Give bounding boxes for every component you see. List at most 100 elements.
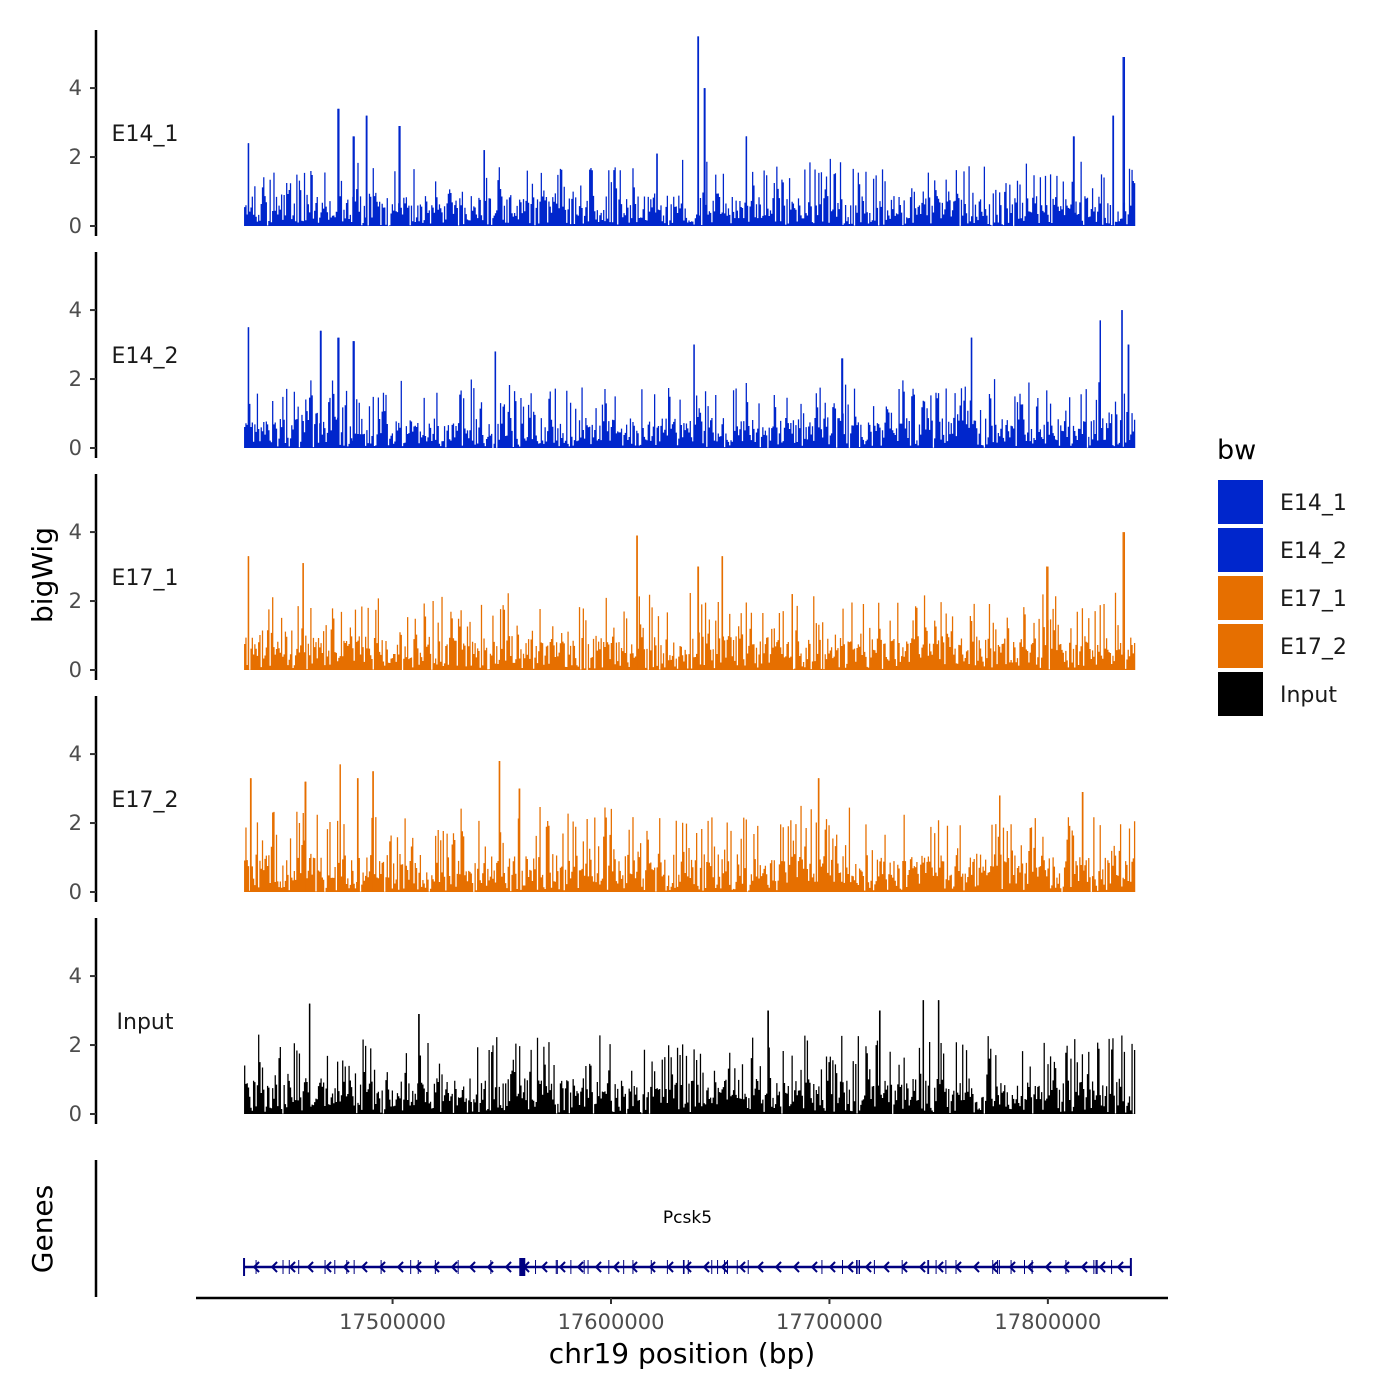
y-tick-label: 0: [69, 1102, 82, 1126]
y-tick-label: 4: [69, 520, 82, 544]
legend-swatch: [1218, 576, 1263, 620]
y-tick-label: 0: [69, 880, 82, 904]
y-tick-label: 2: [69, 589, 82, 613]
strand-arrow: [864, 1261, 872, 1273]
strand-arrow: [270, 1261, 278, 1273]
strand-arrow: [396, 1261, 404, 1273]
track-label: E17_2: [112, 788, 179, 813]
gene-Pcsk5: Pcsk5: [243, 1208, 1132, 1276]
track-label: E17_1: [112, 566, 179, 591]
strand-arrow: [594, 1261, 602, 1273]
strand-arrow: [882, 1261, 890, 1273]
signal-area-E14_1: [244, 36, 1136, 227]
gene-label: Pcsk5: [663, 1208, 712, 1228]
strand-arrow: [648, 1261, 656, 1273]
strand-arrow: [828, 1261, 836, 1273]
y-tick-label: 4: [69, 742, 82, 766]
tracks-layer: 0 2 4 E14_1 0 2 4 E14_2 0 2 4 E17_1 0 2 4 E17_2 0 2 4 Input: [69, 30, 1136, 1126]
strand-arrow: [540, 1261, 548, 1273]
signal-area-E17_2: [244, 760, 1136, 892]
track-label: Input: [117, 1010, 174, 1035]
strand-arrow: [432, 1261, 440, 1273]
track-E14_1: 0 2 4 E14_1: [69, 30, 1136, 238]
y-tick-label: 0: [69, 658, 82, 682]
strand-arrow: [378, 1261, 386, 1273]
strand-arrow: [1116, 1261, 1124, 1273]
legend-swatch: [1218, 624, 1263, 668]
signal-area-E17_1: [244, 532, 1136, 670]
y-tick-label: 0: [69, 214, 82, 238]
strand-arrow: [360, 1261, 368, 1273]
strand-arrow: [1080, 1261, 1088, 1273]
strand-arrow: [756, 1261, 764, 1273]
genes-track: Genes Pcsk5: [26, 1160, 1132, 1297]
y-tick-label: 2: [69, 811, 82, 835]
strand-arrow: [666, 1261, 674, 1273]
track-label: E14_1: [112, 122, 179, 147]
strand-arrow: [342, 1261, 350, 1273]
x-tick-label: 17700000: [776, 1310, 883, 1334]
signal-area-E14_2: [244, 310, 1136, 448]
x-axis: 17500000 17600000 17700000 17800000: [196, 1296, 1168, 1334]
strand-arrow: [936, 1261, 944, 1273]
legend-item-Input: Input: [1218, 672, 1337, 716]
strand-arrow: [1062, 1261, 1070, 1273]
exon-block: [519, 1258, 526, 1276]
strand-arrow: [288, 1261, 296, 1273]
strand-arrow: [792, 1261, 800, 1273]
y-tick-label: 2: [69, 367, 82, 391]
signal-area-Input: [244, 1000, 1136, 1114]
strand-arrow: [846, 1261, 854, 1273]
strand-arrow: [1026, 1261, 1034, 1273]
strand-arrow: [576, 1261, 584, 1273]
y-tick-label: 0: [69, 436, 82, 460]
legend-swatch: [1218, 480, 1263, 524]
strand-arrow: [612, 1261, 620, 1273]
y-tick-label: 2: [69, 1033, 82, 1057]
strand-arrow: [252, 1261, 260, 1273]
legend-label: E17_1: [1280, 587, 1347, 612]
legend-swatch: [1218, 528, 1263, 572]
y-axis-title: bigWig: [26, 527, 59, 623]
legend-label: E14_1: [1280, 491, 1347, 516]
strand-arrow: [702, 1261, 710, 1273]
x-axis-title: chr19 position (bp): [549, 1337, 815, 1370]
legend-item-E14_1: E14_1: [1218, 480, 1347, 524]
strand-arrow: [306, 1261, 314, 1273]
legend-swatch: [1218, 672, 1263, 716]
track-E17_2: 0 2 4 E17_2: [69, 696, 1136, 904]
y-tick-label: 4: [69, 964, 82, 988]
strand-arrow: [720, 1261, 728, 1273]
track-label: E14_2: [112, 344, 179, 369]
strand-arrow: [558, 1261, 566, 1273]
legend-label: Input: [1280, 683, 1337, 708]
legend-label: E17_2: [1280, 635, 1347, 660]
strand-arrow: [774, 1261, 782, 1273]
legend-item-E17_2: E17_2: [1218, 624, 1347, 668]
strand-arrow: [810, 1261, 818, 1273]
x-tick-label: 17600000: [558, 1310, 665, 1334]
strand-arrow: [1008, 1261, 1016, 1273]
y-tick-label: 2: [69, 145, 82, 169]
strand-arrow: [630, 1261, 638, 1273]
strand-arrow: [918, 1261, 926, 1273]
strand-arrow: [450, 1261, 458, 1273]
strand-arrow: [738, 1261, 746, 1273]
y-tick-label: 4: [69, 76, 82, 100]
x-tick-label: 17500000: [339, 1310, 446, 1334]
strand-arrow: [468, 1261, 476, 1273]
track-Input: 0 2 4 Input: [69, 918, 1136, 1126]
strand-arrow: [972, 1261, 980, 1273]
strand-arrow: [1044, 1261, 1052, 1273]
legend-label: E14_2: [1280, 539, 1347, 564]
track-E14_2: 0 2 4 E14_2: [69, 252, 1136, 460]
genes-track-title: Genes: [26, 1185, 59, 1273]
legend-item-E17_1: E17_1: [1218, 576, 1347, 620]
y-tick-label: 4: [69, 298, 82, 322]
strand-arrow: [1098, 1261, 1106, 1273]
legend: bw E14_1 E14_2 E17_1 E17_2 Input: [1217, 435, 1347, 716]
track-E17_1: 0 2 4 E17_1: [69, 474, 1136, 682]
strand-arrow: [684, 1261, 692, 1273]
strand-arrow: [414, 1261, 422, 1273]
